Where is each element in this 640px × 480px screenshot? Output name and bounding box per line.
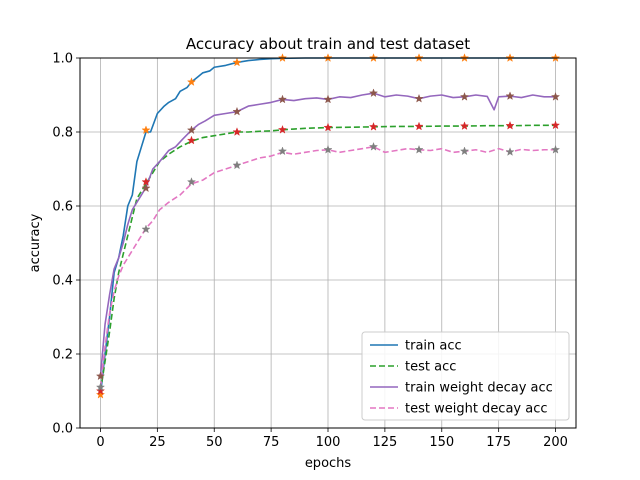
data-point-marker (186, 77, 197, 86)
data-point-marker (505, 91, 515, 100)
data-point-marker (95, 389, 106, 399)
x-tick-label: 75 (263, 435, 280, 450)
data-point-marker (368, 142, 379, 151)
data-point-marker (505, 120, 515, 130)
x-tick-label: 0 (96, 435, 104, 450)
chart-title: Accuracy about train and test dataset (186, 35, 470, 53)
x-tick-label: 100 (316, 435, 341, 450)
data-point-marker (550, 144, 561, 154)
legend-entry-label: test acc (405, 360, 456, 375)
y-tick-label: 0.2 (52, 348, 73, 363)
x-axis-label: epochs (305, 456, 352, 471)
data-point-marker (95, 386, 106, 395)
series-markers (95, 53, 561, 399)
x-tick-label: 125 (372, 435, 397, 450)
legend-entry-label: test weight decay acc (405, 402, 548, 417)
data-point-marker (232, 106, 242, 116)
data-point-marker (414, 93, 424, 103)
y-tick-label: 0.8 (52, 126, 73, 141)
x-tick-label: 175 (486, 435, 511, 450)
data-point-marker (95, 371, 106, 381)
data-point-marker (550, 120, 561, 130)
legend-entry-label: train acc (405, 339, 462, 354)
x-tick-label: 150 (429, 435, 454, 450)
legend-entry-label: train weight decay acc (405, 381, 553, 396)
data-point-marker (277, 125, 288, 134)
data-point-marker (323, 94, 333, 104)
legend-box (361, 331, 570, 421)
data-point-marker (414, 144, 424, 154)
data-point-marker (459, 92, 470, 101)
data-point-marker (505, 147, 515, 156)
legend: train acc test acc train weight decay acc t… (361, 331, 570, 421)
data-point-marker (277, 146, 288, 156)
data-point-marker (232, 160, 242, 170)
data-point-marker (141, 224, 151, 234)
data-point-marker (186, 125, 197, 135)
data-point-marker (141, 125, 151, 135)
x-tick-label: 25 (149, 435, 166, 450)
data-point-marker (368, 122, 379, 131)
data-point-marker (186, 177, 197, 186)
y-tick-label: 0.4 (52, 274, 73, 289)
y-tick-label: 0.6 (52, 200, 73, 215)
data-point-marker (232, 57, 242, 67)
data-point-marker (550, 92, 561, 101)
data-point-marker (459, 121, 470, 130)
x-tick-label: 50 (206, 435, 223, 450)
data-point-marker (277, 94, 288, 104)
y-tick-label: 0.0 (52, 422, 73, 437)
data-point-marker (95, 382, 106, 392)
data-point-marker (186, 135, 197, 145)
data-point-marker (141, 183, 151, 193)
data-point-marker (323, 122, 333, 132)
data-point-marker (232, 127, 242, 136)
data-point-marker (459, 146, 470, 156)
data-point-marker (414, 121, 424, 131)
data-point-marker (368, 88, 379, 98)
y-axis-label: accuracy (28, 213, 43, 272)
y-tick-label: 1.0 (52, 52, 73, 67)
x-tick-label: 200 (543, 435, 568, 450)
axis-ticks: 0 25 50 75 100 125 150 175 200 0.0 0.2 0.4 0.6 0.8 1.0 (52, 52, 568, 451)
data-point-marker (323, 144, 333, 154)
